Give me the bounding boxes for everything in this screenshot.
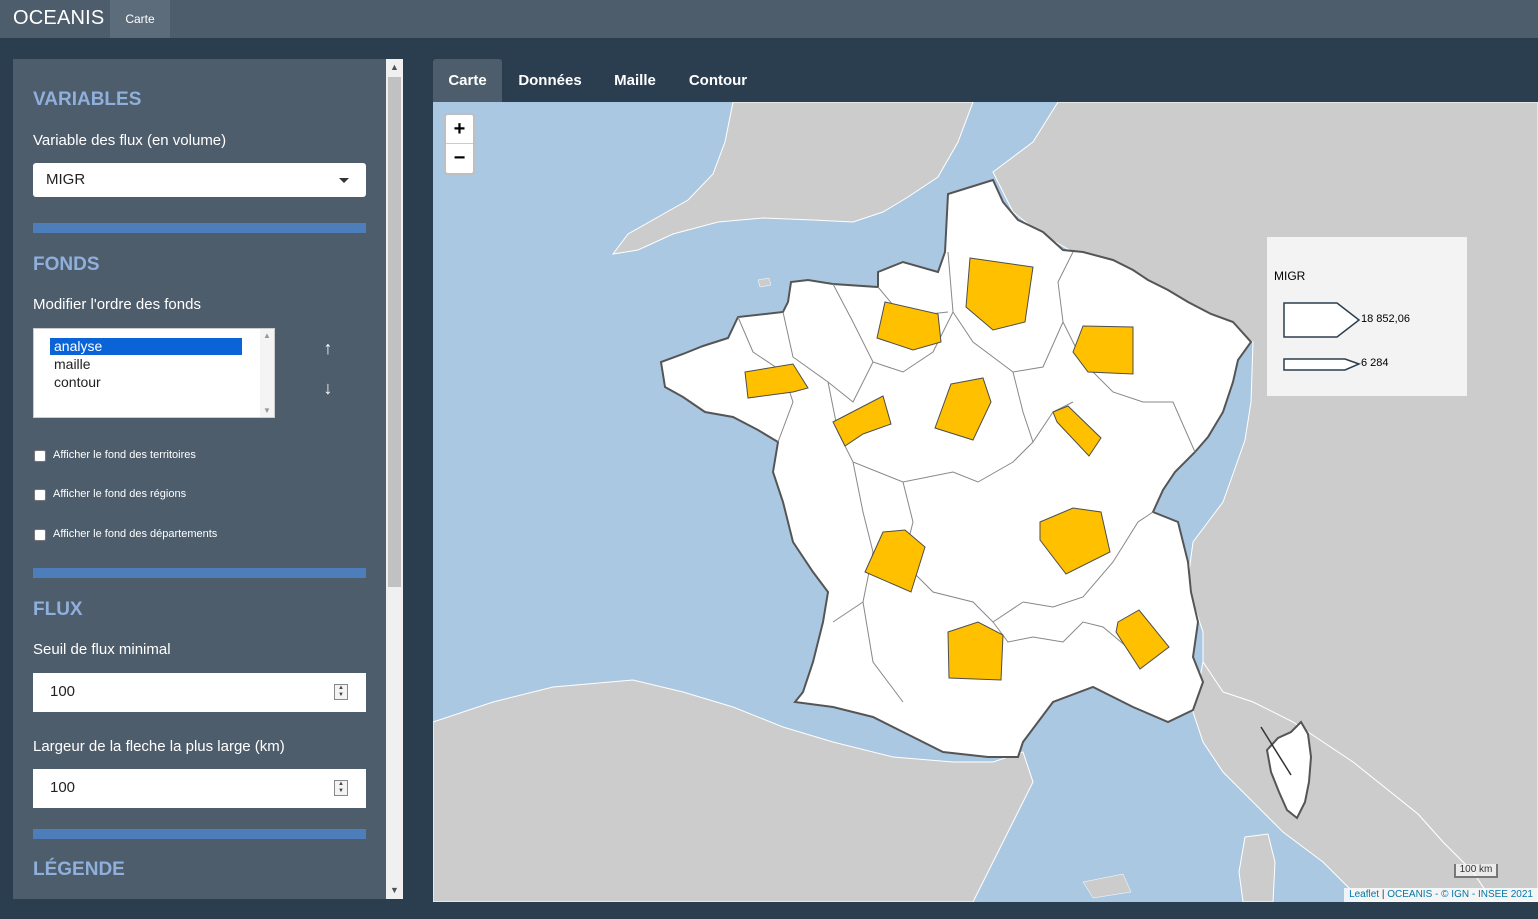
largeur-input[interactable]: 100 ▲ ▼	[33, 769, 366, 808]
chevron-down-icon[interactable]: ▼	[263, 406, 271, 415]
flux-variable-select[interactable]: MIGR	[33, 163, 366, 197]
flow-line-corsica	[1260, 726, 1292, 776]
move-up-button[interactable]: ↑	[316, 336, 340, 360]
zoom-control: + −	[444, 113, 475, 175]
flow-arrow	[1115, 609, 1170, 670]
legend-max-label: 18 852,06	[1361, 313, 1410, 325]
fonds-order-listbox[interactable]: analyse maille contour ▲ ▼	[33, 328, 275, 418]
chevron-down-icon	[339, 178, 349, 183]
checkbox-regions[interactable]	[34, 489, 46, 501]
legend-arrows	[1283, 302, 1362, 371]
flow-arrows	[744, 257, 1170, 681]
land-corsica	[1265, 720, 1313, 820]
land-sardinia	[1238, 833, 1276, 902]
legend-arrow-large	[1283, 302, 1361, 338]
flow-arrow	[864, 529, 926, 593]
flow-arrow	[876, 301, 942, 351]
flow-arrow	[965, 257, 1034, 331]
chevron-up-icon[interactable]: ▲	[390, 62, 399, 72]
list-option-contour[interactable]: contour	[54, 374, 101, 390]
move-down-button[interactable]: ↓	[316, 376, 340, 400]
chevron-down-icon[interactable]: ▼	[390, 885, 399, 895]
section-title-variables: VARIABLES	[33, 89, 142, 110]
scrollbar-thumb[interactable]	[388, 77, 401, 587]
checkbox-regions-label[interactable]: Afficher le fond des régions	[53, 488, 187, 500]
attribution-source-link[interactable]: OCEANIS - © IGN - INSEE 2021	[1387, 889, 1533, 900]
tab-donnees[interactable]: Données	[518, 72, 582, 89]
attribution-separator: |	[1379, 889, 1388, 900]
scale-bar: 100 km	[1454, 864, 1498, 878]
land-great-britain	[611, 102, 974, 255]
zoom-out-button[interactable]: −	[453, 147, 466, 169]
largeur-stepper[interactable]: ▲ ▼	[334, 780, 348, 796]
checkbox-territoires-label[interactable]: Afficher le fond des territoires	[53, 449, 196, 461]
land-jersey	[757, 277, 772, 288]
flow-arrow	[1039, 507, 1111, 575]
checkbox-departements[interactable]	[34, 529, 46, 541]
listbox-scrollbar[interactable]: ▲ ▼	[260, 329, 274, 417]
tab-carte[interactable]: Carte	[433, 59, 502, 102]
land-baleares	[1082, 873, 1132, 899]
legend-arrow-small	[1283, 358, 1362, 371]
fonds-order-label: Modifier l'ordre des fonds	[33, 296, 201, 313]
largeur-value: 100	[50, 779, 76, 796]
list-option-maille[interactable]: maille	[54, 356, 91, 372]
flow-arrow	[832, 395, 892, 447]
list-option-analyse[interactable]: analyse	[50, 338, 242, 355]
map-legend: MIGR 18 852,06 6 284	[1267, 237, 1467, 396]
arrow-down-icon: ↓	[323, 378, 333, 398]
seuil-stepper[interactable]: ▲ ▼	[334, 684, 348, 700]
seuil-value: 100	[50, 683, 76, 700]
flow-arrow	[1052, 405, 1102, 457]
tab-contour[interactable]: Contour	[688, 72, 748, 89]
separator	[33, 568, 366, 578]
leaflet-link[interactable]: Leaflet	[1349, 889, 1380, 900]
seuil-label: Seuil de flux minimal	[33, 641, 171, 658]
section-title-flux: FLUX	[33, 599, 83, 620]
legend-min-label: 6 284	[1361, 357, 1389, 369]
checkbox-departements-label[interactable]: Afficher le fond des départements	[53, 528, 218, 540]
chevron-up-icon[interactable]: ▲	[263, 331, 271, 340]
nav-tab-carte[interactable]: Carte	[110, 0, 170, 38]
map-view[interactable]: + − MIGR 18 852,06 6 284 100 km Leaflet …	[433, 102, 1538, 902]
flow-arrow	[934, 377, 992, 441]
flow-arrow	[947, 621, 1004, 681]
sidebar: VARIABLES Variable des flux (en volume) …	[13, 59, 403, 899]
navbar: OCEANIS Carte	[0, 0, 1538, 38]
flux-variable-value: MIGR	[46, 171, 86, 188]
app-brand[interactable]: OCEANIS	[13, 7, 105, 29]
seuil-input[interactable]: 100 ▲ ▼	[33, 673, 366, 712]
section-title-fonds: FONDS	[33, 254, 100, 275]
section-title-legende: LÉGENDE	[33, 859, 125, 880]
flow-arrow	[1072, 325, 1134, 375]
region-borders	[737, 251, 1196, 703]
flux-variable-label: Variable des flux (en volume)	[33, 132, 227, 149]
sidebar-scrollbar[interactable]: ▲ ▼	[386, 59, 403, 899]
separator	[33, 223, 366, 233]
map-canvas	[433, 102, 1538, 902]
checkbox-territoires[interactable]	[34, 450, 46, 462]
land-spain	[433, 679, 1034, 902]
zoom-in-button[interactable]: +	[446, 115, 473, 144]
land-france	[659, 178, 1253, 758]
flow-arrow	[744, 363, 809, 399]
largeur-label: Largeur de la fleche la plus large (km)	[33, 738, 285, 755]
arrow-up-icon: ↑	[323, 338, 333, 358]
map-attribution: Leaflet | OCEANIS - © IGN - INSEE 2021	[1344, 888, 1538, 902]
legend-title: MIGR	[1274, 269, 1306, 283]
tab-maille[interactable]: Maille	[614, 72, 656, 89]
separator	[33, 829, 366, 839]
